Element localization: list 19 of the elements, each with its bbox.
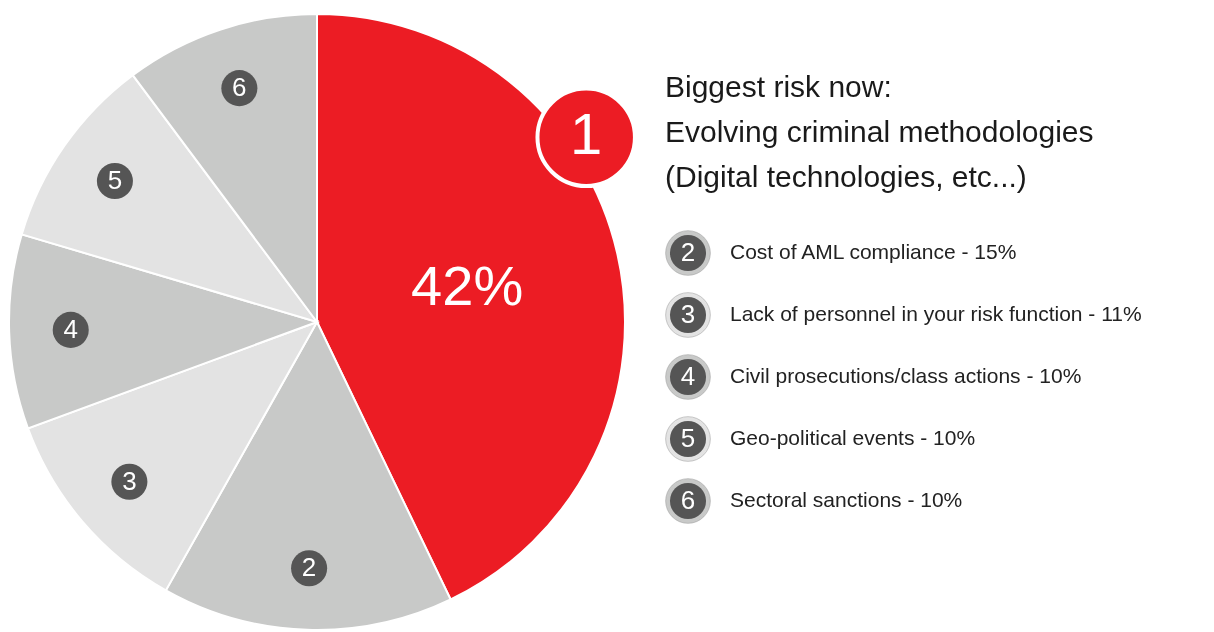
text: 2 [301,552,317,583]
text: 1 [570,101,603,167]
text: 3 [122,465,137,496]
text: 3 [680,299,696,329]
legend-label: Lack of personnel in your risk function - 11% [730,302,1142,325]
text: 2 [680,237,696,267]
legend-label: Geo-political events - 10% [730,426,976,449]
legend-label: Cost of AML compliance - 15% [730,240,1017,263]
slice-label: Evolving criminal methodologies (Digital technologies, etc...) [665,115,1094,193]
text: 4 [63,313,78,344]
legend-label: Civil prosecutions/class actions - 10% [730,364,1082,387]
text: Biggest risk now: [665,70,892,103]
legend-label: Sectoral sanctions - 10% [730,488,963,511]
text: 4 [680,361,696,391]
text: 6 [232,72,247,103]
text: 5 [107,165,123,196]
text: 5 [680,423,696,453]
data-label: 42% [411,253,524,317]
text: 6 [680,485,696,515]
